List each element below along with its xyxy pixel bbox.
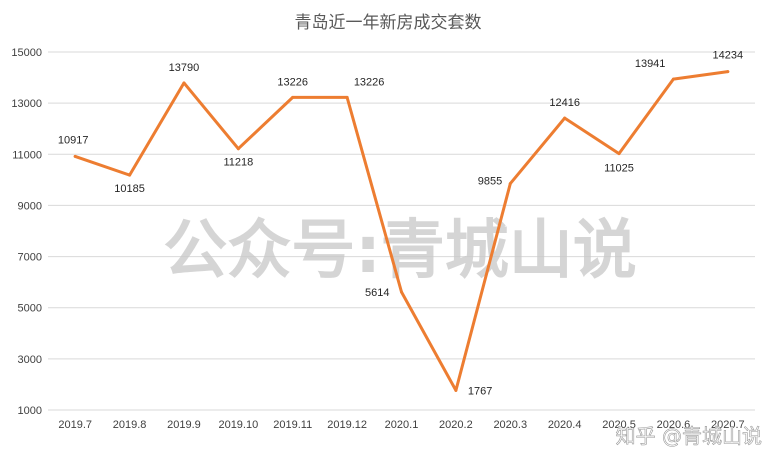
data-label: 13226 xyxy=(277,76,308,88)
y-tick-label: 7000 xyxy=(18,252,42,264)
x-tick-label: 2020.5 xyxy=(602,419,636,431)
data-point xyxy=(671,77,675,81)
x-tick-label: 2020.4 xyxy=(548,419,582,431)
data-labels: 10917 10185 13790 11218 13226 13226 5614 1767 98… xyxy=(58,50,743,398)
x-tick-label: 2019.12 xyxy=(327,419,367,431)
y-tick-label: 15000 xyxy=(11,47,42,59)
data-label: 13790 xyxy=(169,62,200,74)
data-point xyxy=(345,95,349,99)
credit-text: 知乎 @青城山说 xyxy=(616,424,762,448)
data-point xyxy=(563,116,567,120)
y-tick-label: 3000 xyxy=(18,354,42,366)
x-tick-label: 2020.7 xyxy=(711,419,745,431)
data-label: 12416 xyxy=(549,97,580,109)
data-point xyxy=(454,388,458,392)
data-label: 13226 xyxy=(354,76,385,88)
x-tick-label: 2019.11 xyxy=(273,419,312,431)
x-tick-label: 2019.10 xyxy=(218,419,258,431)
x-tick-label: 2020.2 xyxy=(439,419,473,431)
data-point xyxy=(128,173,132,177)
data-label: 1767 xyxy=(468,385,492,397)
data-point xyxy=(182,81,186,85)
gridlines xyxy=(48,51,755,411)
data-point xyxy=(617,152,621,156)
data-label: 11025 xyxy=(604,163,634,175)
data-point xyxy=(508,182,512,186)
y-tick-label: 13000 xyxy=(11,98,42,110)
data-point xyxy=(236,147,240,151)
data-point xyxy=(400,290,403,294)
x-tick-label: 2020.3 xyxy=(493,419,527,431)
data-point xyxy=(291,95,295,99)
x-tick-label: 2019.8 xyxy=(113,419,147,431)
data-point xyxy=(73,154,77,158)
data-label: 9855 xyxy=(478,176,502,188)
x-tick-label: 2020.6 xyxy=(657,419,691,431)
y-tick-label: 11000 xyxy=(12,149,42,161)
data-label: 11218 xyxy=(223,157,253,169)
data-label: 10185 xyxy=(114,183,145,195)
chart-title: 青岛近一年新房成交套数 xyxy=(295,13,482,33)
y-axis: 1000 3000 5000 7000 9000 11000 13000 15000 xyxy=(11,47,42,417)
x-tick-label: 2019.7 xyxy=(58,419,92,431)
data-label: 14234 xyxy=(713,50,744,62)
y-tick-label: 9000 xyxy=(18,200,42,212)
series-layer xyxy=(73,70,730,392)
x-tick-label: 2020.1 xyxy=(385,419,419,431)
watermark-text: 公众号:青城山说 xyxy=(163,214,637,288)
data-label: 10917 xyxy=(58,134,89,146)
data-label: 13941 xyxy=(635,58,666,70)
data-point xyxy=(726,70,730,74)
y-tick-label: 1000 xyxy=(18,405,42,417)
x-axis: 2019.7 2019.8 2019.9 2019.10 2019.11 2019.12 2… xyxy=(58,419,744,431)
x-tick-label: 2019.9 xyxy=(167,419,201,431)
data-label: 5614 xyxy=(365,287,389,299)
y-tick-label: 5000 xyxy=(18,303,42,315)
